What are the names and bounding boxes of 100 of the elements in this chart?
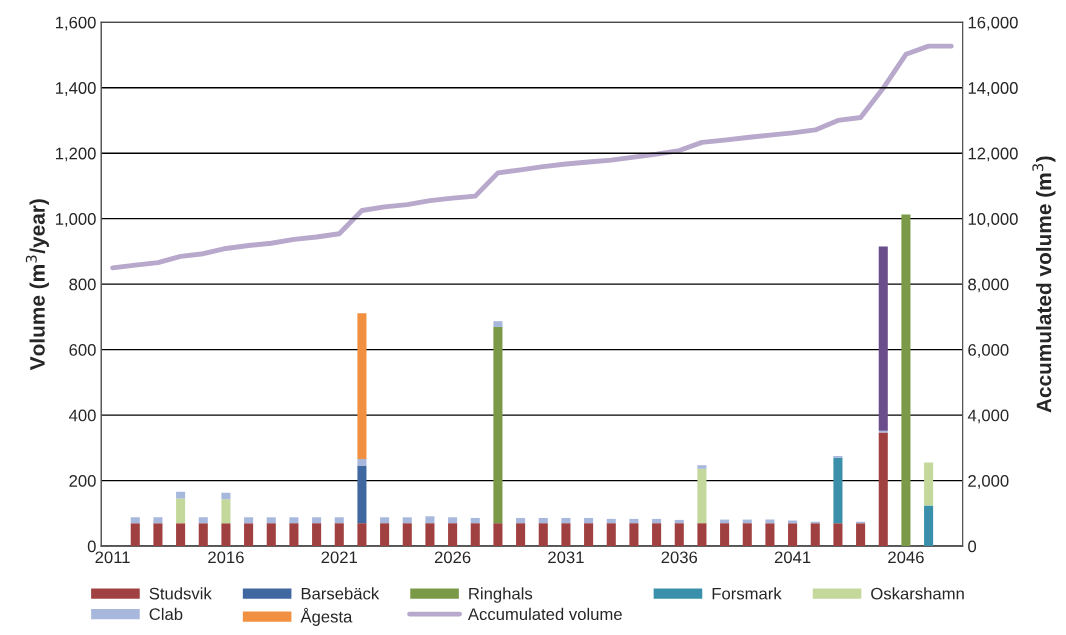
bar [788,523,798,547]
bar [176,491,186,499]
bar [312,517,322,524]
bar [470,517,480,524]
bar [674,523,684,547]
y-axis-title: Volume (m$^{3}$/year) [25,199,49,371]
y-tick-label: 800 [69,278,96,291]
y-tick-label: 1,600 [55,16,96,31]
bar [856,523,866,547]
x-tick-label: 2016 [208,551,244,564]
bar [380,523,390,547]
bar [606,523,616,547]
y2-tick-label: 2,000 [968,475,1009,489]
bar [176,523,186,547]
bar [493,523,503,547]
bar [448,517,458,524]
bar [176,498,186,524]
y2-tick-label: 10,000 [968,213,1018,227]
legend-label: Studsvik [149,587,212,600]
legend-label: Oskarshamn [871,587,964,600]
bar [878,246,888,431]
bar [334,523,344,547]
bar [153,517,163,524]
line-series [110,43,954,271]
legend-label: Forsmark [712,587,782,600]
bar [334,517,344,524]
legend-label: Accumulated volume [467,607,622,621]
bar [561,523,571,547]
bar [584,523,594,547]
x-tick-label: 2046 [888,551,924,564]
bar [289,517,299,524]
bar [130,523,140,547]
bar [584,517,594,524]
bar [470,523,480,547]
bar [244,517,254,524]
y-tick-label: 600 [69,344,96,356]
bar [810,523,820,547]
x-tick-label: 2026 [434,551,471,564]
legend-label: Barsebäck [301,587,380,600]
x-tick-label: 2041 [774,551,811,564]
bar [606,518,616,524]
y2-tick-label: 16,000 [968,16,1018,31]
y2-tick-label: 8,000 [968,278,1009,293]
bar [198,517,208,524]
bar [833,523,843,547]
bar [198,523,208,547]
bar [538,517,548,524]
x-tick-label: 2021 [321,551,357,564]
bar [901,214,911,547]
bar [221,523,231,547]
bar [697,465,707,469]
bar [153,523,163,547]
bar [244,523,254,547]
y-tick-label: 1,000 [55,213,96,227]
bar [538,523,548,547]
bar [425,516,435,524]
bar [765,523,775,547]
y2-tick-label: 6,000 [968,344,1009,358]
bar [380,517,390,524]
bar [878,432,888,547]
bar [266,517,276,524]
bar [924,505,934,547]
bar [516,523,526,547]
bar [697,523,707,547]
bar [448,523,458,547]
y2-tick-label: 12,000 [968,147,1018,162]
bar [652,523,662,547]
bar [221,499,231,524]
x-tick-label: 2011 [95,551,130,564]
bar [425,523,435,547]
bar [357,313,367,460]
bar [402,517,412,524]
bar [629,523,639,547]
bar [312,523,322,547]
bar [629,518,639,524]
y2-tick-label: 0 [968,540,977,553]
y-tick-label: 0 [87,540,96,553]
bar [697,468,707,524]
y-tick-label: 1,200 [55,147,96,162]
bar [266,523,276,547]
y2-tick-label: 14,000 [968,82,1018,96]
y2-axis-title: Accumulated volume (m$^{3}$) [1032,156,1056,413]
y2-tick-label: 4,000 [967,409,1009,424]
bar [833,457,843,524]
bar [493,327,503,524]
bar [357,523,367,547]
legend-label: Ringhals [469,587,533,603]
bar [674,519,684,524]
legend-label: Clab [149,607,183,621]
x-tick-label: 2036 [661,551,698,564]
bar [493,321,503,328]
bar [289,523,299,547]
bar [357,465,367,524]
bar [561,517,571,524]
y-tick-label: 200 [69,475,96,487]
y-tick-label: 1,400 [55,82,96,96]
bar [357,459,367,466]
bar [516,517,526,524]
bar [924,462,934,506]
bar [720,523,730,547]
